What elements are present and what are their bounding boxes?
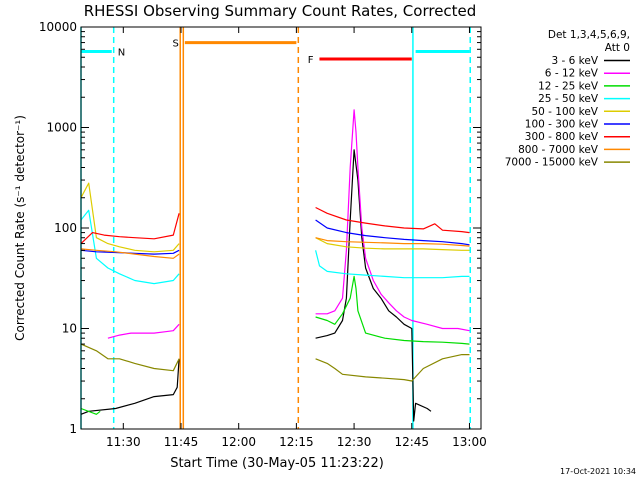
series-1-segment-0	[107, 323, 180, 339]
series-0-segment-1	[315, 149, 432, 422]
state-label-N: N	[118, 48, 125, 59]
x-tick-label-4: 12:30	[337, 435, 372, 449]
series-7-segment-0	[80, 248, 180, 259]
x-tick-label-0: 11:30	[106, 435, 141, 449]
series-5-segment-0	[80, 249, 180, 255]
y-tick-label-3: 1000	[46, 121, 77, 135]
y-tick-label-2: 100	[54, 221, 77, 235]
plot-area: N S F	[80, 27, 471, 429]
legend-label-2: 12 - 25 keV	[538, 80, 599, 92]
series-4-segment-0	[80, 182, 180, 253]
legend-label-5: 100 - 300 keV	[525, 119, 599, 131]
series-3-segment-0	[80, 209, 180, 285]
legend-label-0: 3 - 6 keV	[551, 55, 598, 67]
series-8-segment-0	[80, 343, 180, 372]
legend-label-7: 800 - 7000 keV	[518, 144, 599, 156]
legend-attenuator: Att 0	[605, 42, 630, 54]
x-axis-label: Start Time (30-May-05 11:23:22)	[170, 456, 384, 471]
legend-detectors: Det 1,3,4,5,6,9,	[548, 29, 630, 41]
x-tick-label-1: 11:45	[164, 435, 199, 449]
series-7-segment-1	[315, 237, 470, 247]
y-tick-label-1: 10	[62, 322, 77, 336]
series-2-segment-1	[315, 275, 470, 345]
series-4-segment-1	[315, 237, 470, 251]
series-3-segment-1	[315, 250, 470, 279]
series-6-segment-1	[315, 206, 470, 234]
legend-label-8: 7000 - 15000 keV	[505, 157, 599, 169]
legend-label-1: 6 - 12 keV	[545, 68, 599, 80]
footer-date: 17-Oct-2021 10:34	[560, 467, 636, 476]
series-8-segment-1	[315, 354, 470, 382]
legend-label-6: 300 - 800 keV	[525, 131, 599, 143]
series-1-segment-1	[315, 109, 470, 332]
x-tick-label-5: 12:45	[394, 435, 429, 449]
x-tick-label-6: 13:00	[452, 435, 487, 449]
y-tick-label-0: 1	[69, 422, 77, 436]
series-0-segment-0	[80, 358, 180, 415]
x-tick-label-2: 12:00	[221, 435, 256, 449]
legend-label-3: 25 - 50 keV	[538, 93, 599, 105]
x-tick-label-3: 12:15	[279, 435, 314, 449]
series-6-segment-0	[80, 213, 180, 245]
series-2-segment-0	[80, 407, 101, 415]
chart-title: RHESSI Observing Summary Count Rates, Co…	[84, 2, 477, 20]
y-axis-label: Corrected Count Rate (s⁻¹ detector⁻¹)	[13, 115, 27, 341]
legend-label-4: 50 - 100 keV	[531, 106, 598, 118]
series-5-segment-1	[315, 219, 470, 246]
y-tick-label-4: 10000	[39, 20, 77, 34]
axes: 11:30 11:45 12:00 12:15 12:30 12:45 13:00 1 10 10…	[39, 20, 487, 449]
state-label-S: S	[172, 39, 178, 50]
state-label-F: F	[308, 55, 314, 66]
